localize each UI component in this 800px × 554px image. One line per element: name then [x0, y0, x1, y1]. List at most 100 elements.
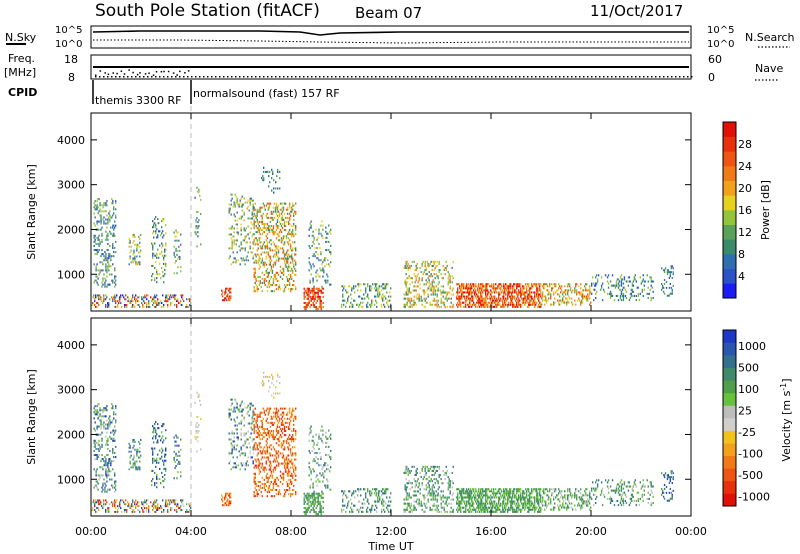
velocity-cell — [276, 432, 279, 435]
power-cell — [266, 243, 269, 246]
power-cell — [93, 294, 95, 297]
power-cell — [312, 277, 314, 280]
power-cell — [159, 273, 161, 276]
velocity-cell — [288, 417, 291, 420]
power-cell — [240, 205, 242, 208]
power-cell — [312, 293, 314, 296]
velocity-cell — [306, 498, 308, 501]
velocity-cell — [102, 484, 104, 487]
velocity-cell — [152, 457, 154, 460]
velocity-cell — [306, 496, 308, 499]
power-cell — [133, 249, 135, 252]
power-cell — [153, 236, 155, 239]
velocity-cell — [98, 415, 100, 418]
velocity-cell — [288, 460, 291, 463]
power-cell — [541, 297, 543, 300]
power-cell — [240, 227, 242, 230]
power-cell — [413, 299, 415, 302]
power-cell — [287, 243, 290, 246]
velocity-cell — [228, 462, 230, 465]
power-cell — [324, 257, 326, 260]
velocity-cell — [316, 474, 318, 477]
power-cell — [384, 305, 386, 308]
power-cell — [319, 295, 321, 298]
power-cell — [467, 295, 469, 298]
power-cell — [633, 294, 636, 298]
power-cell — [485, 287, 487, 290]
power-cell — [637, 286, 640, 289]
power-cell — [171, 296, 173, 299]
power-cell — [124, 304, 126, 306]
power-cell — [277, 245, 280, 248]
power-cell — [245, 259, 247, 262]
power-cell — [281, 210, 284, 213]
power-cell — [606, 292, 609, 295]
velocity-cell — [276, 460, 279, 463]
power-cell — [268, 259, 271, 262]
power-cell — [471, 295, 473, 298]
power-cell — [132, 259, 134, 262]
power-cell — [377, 291, 379, 294]
power-cell — [312, 295, 314, 298]
power-cell — [130, 245, 132, 248]
velocity-cell — [259, 446, 261, 449]
power-cell — [271, 229, 274, 232]
power-cell — [111, 202, 113, 205]
power-cell — [283, 212, 286, 215]
power-cell — [180, 304, 182, 306]
power-cell — [428, 264, 430, 267]
power-cell — [285, 265, 288, 268]
power-cell — [451, 266, 453, 270]
velocity-cell — [282, 472, 285, 475]
velocity-cell — [135, 507, 137, 510]
velocity-cell — [107, 472, 109, 475]
power-cell — [322, 228, 324, 231]
velocity-cell — [100, 474, 102, 477]
power-cell — [288, 255, 291, 258]
power-cell — [559, 285, 561, 288]
power-cell — [267, 273, 270, 276]
power-cell — [265, 245, 268, 248]
power-cell — [567, 283, 569, 286]
power-cell — [414, 275, 416, 278]
velocity-cell — [287, 468, 290, 471]
power-cell — [600, 276, 603, 279]
velocity-cell — [266, 476, 269, 479]
power-cell — [468, 287, 470, 290]
power-cell — [404, 264, 406, 267]
power-cell — [407, 266, 409, 270]
velocity-cell — [256, 413, 258, 416]
nave-dot — [507, 76, 509, 78]
power-cell — [456, 291, 458, 294]
power-cell — [315, 275, 317, 278]
power-cell — [228, 227, 230, 230]
velocity-cell — [279, 407, 282, 410]
velocity-cell — [277, 438, 280, 441]
power-cell — [585, 289, 587, 292]
power-cell — [601, 299, 604, 302]
power-cell — [329, 265, 331, 268]
power-cell — [534, 303, 536, 306]
velocity-cell — [170, 507, 172, 510]
power-cell — [444, 297, 446, 300]
velocity-cell — [310, 425, 312, 428]
velocity-cell — [113, 437, 115, 440]
velocity-cell — [197, 395, 199, 398]
power-cell — [189, 304, 191, 306]
power-cell — [314, 291, 316, 294]
velocity-cell — [235, 400, 237, 403]
velocity-cell — [279, 413, 282, 416]
velocity-cell — [254, 442, 256, 445]
power-cell — [303, 297, 305, 300]
power-cell — [93, 202, 95, 205]
power-cell — [278, 239, 281, 242]
power-cell — [586, 295, 588, 298]
velocity-cell — [222, 500, 224, 503]
power-cell — [165, 296, 167, 299]
power-cell — [460, 289, 462, 292]
power-cell — [464, 287, 466, 290]
power-cell — [230, 193, 232, 196]
power-cell — [283, 290, 286, 293]
power-cell — [305, 306, 307, 309]
velocity-cell — [139, 468, 141, 471]
